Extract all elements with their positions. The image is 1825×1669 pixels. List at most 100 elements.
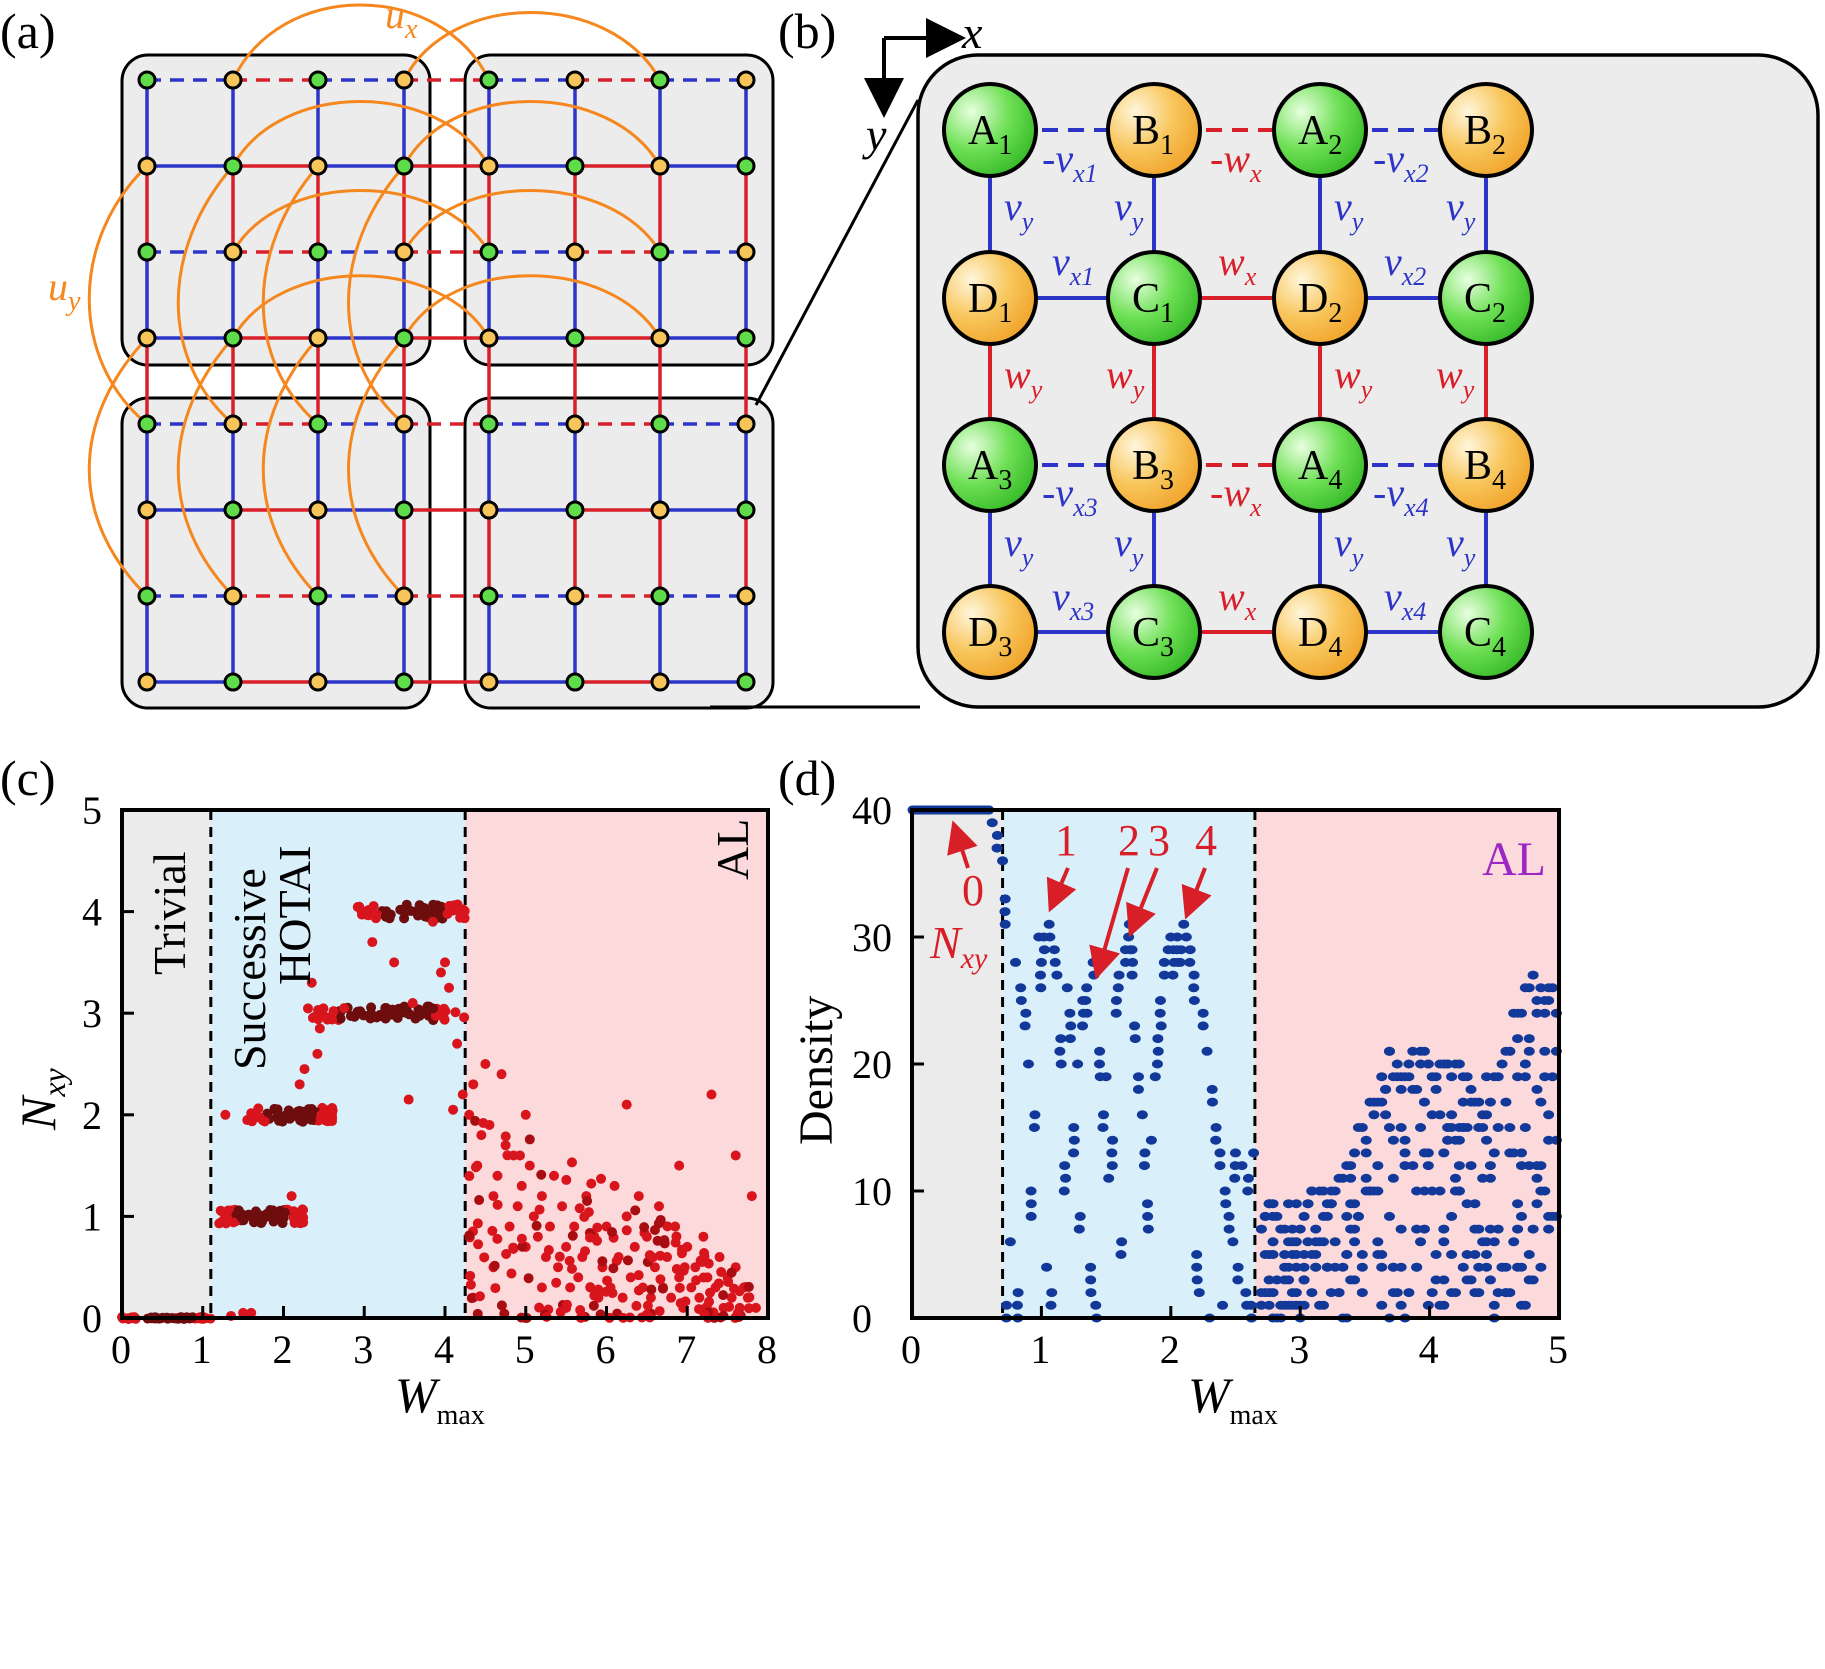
density-point [1539,1046,1551,1056]
x-tick-label: 0 [901,1327,921,1372]
coupling-wx: wx [1218,239,1257,291]
density-point [1015,996,1027,1005]
site-label: A1 [968,108,1012,161]
data-point [427,916,438,927]
density-point [1110,996,1122,1005]
density-point [1113,970,1125,980]
data-point [671,1264,682,1275]
data-point [593,1284,604,1295]
annotation-nxy: Nxy [929,917,988,975]
site-label: C2 [1464,276,1506,329]
data-point [506,1268,517,1279]
lattice-site [394,586,414,606]
density-point [1457,1097,1469,1107]
density-point [1115,1250,1127,1259]
annotation-arrow [1181,867,1212,920]
annotation-arrow [1089,867,1130,980]
data-point [543,1245,554,1256]
density-point [1214,1148,1226,1158]
density-point [1426,1186,1438,1196]
x-tick-label: 2 [1160,1327,1180,1372]
data-point [410,1013,421,1024]
data-point [220,1109,231,1120]
density-point [1106,1161,1118,1171]
density-point [1210,1135,1222,1145]
x-tick-label: 0 [111,1327,131,1372]
data-point [261,1211,272,1222]
site-D4 [1272,584,1368,680]
data-point [352,901,363,912]
data-point [592,1222,603,1233]
density-point [1531,1199,1543,1209]
density-point [1515,1262,1527,1272]
density-point [1356,1123,1368,1132]
density-point [1535,1161,1547,1171]
data-point [238,1307,249,1318]
data-point [490,1283,501,1294]
lattice-site [736,156,756,176]
density-point [1535,983,1547,993]
lattice-site [736,70,756,90]
data-point [653,1201,664,1212]
density-point [1058,1186,1070,1196]
density-point [1290,1199,1302,1209]
data-point [514,1150,525,1161]
density-point [1267,1237,1279,1247]
region-trivial [122,810,211,1318]
density-point [1383,1211,1395,1221]
density-point [1051,970,1063,980]
data-point [466,1293,477,1304]
density-point [1012,1288,1024,1298]
density-point [1126,970,1138,980]
site-C2 [1438,250,1534,346]
density-point [1481,1250,1493,1259]
density-point [1025,1186,1037,1196]
density-point [1345,1173,1357,1183]
density-point [1535,1097,1547,1107]
density-point [1434,1186,1446,1196]
density-point [1029,1110,1041,1120]
density-point [1302,1237,1314,1247]
orange-link [231,189,491,253]
density-point [1376,1262,1388,1272]
density-point [1022,1059,1034,1069]
density-point [1123,932,1135,942]
data-point [459,906,470,917]
lattice-site [736,586,756,606]
data-point [630,1205,641,1216]
density-point [1411,1262,1423,1272]
density-point [999,919,1011,929]
panel-d-label: (d) [778,750,836,806]
density-point [1279,1250,1291,1259]
density-point [1465,1161,1477,1171]
density-point [1107,1135,1119,1145]
density-point [1481,1237,1493,1247]
lattice-site [479,586,499,606]
site-B2 [1438,82,1534,178]
data-point [698,1272,709,1283]
lattice-site [736,242,756,262]
data-point [271,1106,282,1117]
long-range-links [87,3,662,598]
site-B4 [1438,417,1534,513]
data-point [325,1104,336,1115]
data-point [569,1221,580,1232]
orange-link [261,337,320,598]
density-point [1349,1148,1361,1158]
density-point [1329,1237,1341,1247]
data-point [549,1170,560,1181]
data-point [318,1003,329,1014]
density-point [1380,1110,1392,1120]
data-point [271,1207,282,1218]
data-point [652,1235,663,1246]
density-point [1473,1262,1485,1272]
orange-link [87,336,149,598]
density-point [1061,983,1073,993]
data-point [442,908,453,919]
coupling-neg_wx: -wx [1210,136,1262,188]
density-point [1154,1008,1166,1018]
data-point [691,1275,702,1286]
data-point [492,1170,503,1181]
data-point [555,1306,566,1317]
